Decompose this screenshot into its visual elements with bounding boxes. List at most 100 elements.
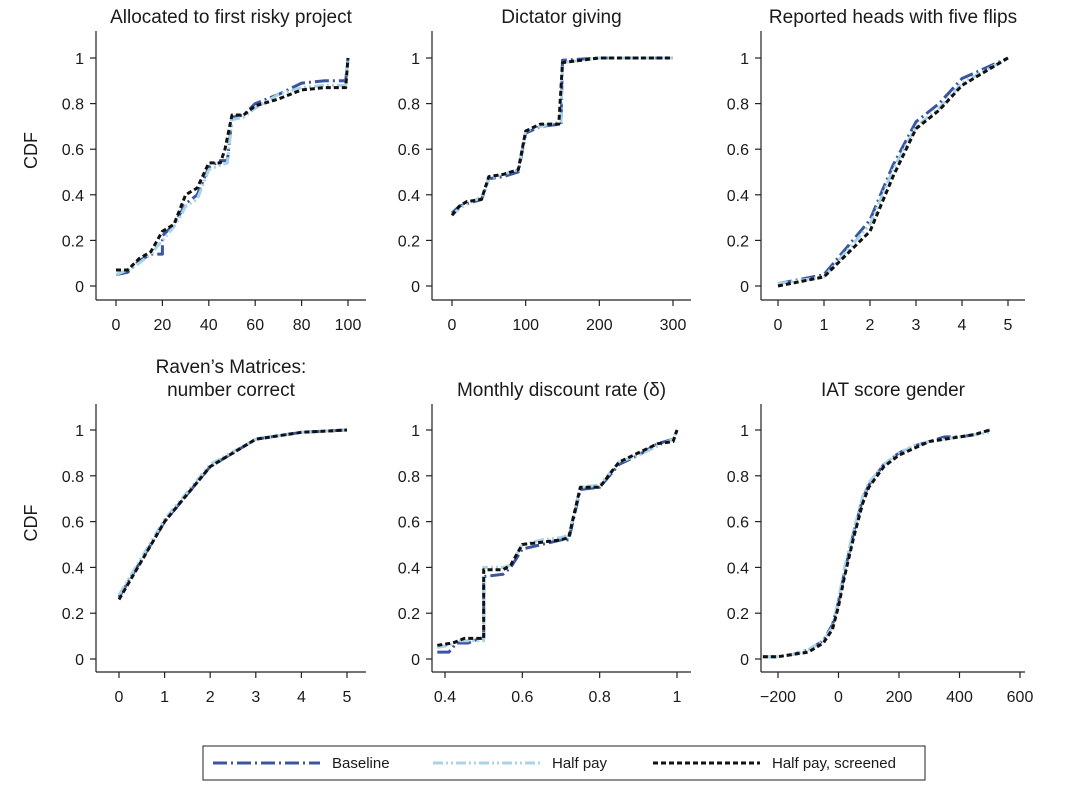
x-tick-label: 1: [160, 689, 169, 706]
x-tick-label: 3: [912, 317, 921, 334]
x-tick-label: 4: [958, 317, 967, 334]
y-tick-label: 0.4: [398, 188, 420, 205]
series-line-baseline: [762, 428, 991, 659]
x-tick-label: 300: [660, 317, 687, 334]
x-tick-label: 0.4: [434, 689, 456, 706]
series-line-half-pay-screened: [762, 428, 991, 659]
legend-item-half-pay-screened: Half pay, screened: [653, 755, 896, 772]
x-tick-label: 100: [512, 317, 539, 334]
x-tick-label: 2: [866, 317, 875, 334]
x-tick-label: 100: [335, 317, 362, 334]
x-tick-label: 1: [820, 317, 829, 334]
y-tick-label: 1: [411, 423, 420, 440]
panel-title: IAT score gender: [821, 380, 966, 401]
x-tick-label: 200: [886, 689, 913, 706]
y-tick-label: 0.4: [62, 188, 84, 205]
x-tick-label: 200: [586, 317, 613, 334]
y-tick-label: 0: [740, 279, 749, 296]
series-line-baseline: [437, 429, 679, 654]
y-tick-label: 0: [740, 652, 749, 669]
x-tick-label: 40: [200, 317, 218, 334]
x-tick-label: 5: [1004, 317, 1013, 334]
x-tick-label: 5: [343, 689, 352, 706]
y-tick-label: 1: [75, 423, 84, 440]
legend-label-baseline: Baseline: [332, 755, 390, 772]
y-tick-label: 0.2: [62, 233, 84, 250]
y-tick-label: 1: [740, 51, 749, 68]
y-tick-label: 0.4: [727, 188, 749, 205]
y-axis-label: CDF: [21, 132, 41, 169]
y-tick-label: 0.6: [398, 515, 420, 532]
panel-3: Reported heads with five flips 0 0.2 0.4 0.6…: [727, 7, 1025, 334]
series-line-baseline: [117, 428, 348, 598]
x-tick-label: 400: [946, 689, 973, 706]
x-tick-label: 1: [673, 689, 682, 706]
x-tick-label: 0: [115, 689, 124, 706]
panel-5: Monthly discount rate (δ) 0 0.2 0.4 0.6 0.8 1 0…: [398, 380, 691, 706]
x-tick-label: 0.6: [511, 689, 533, 706]
y-tick-label: 0.2: [727, 233, 749, 250]
series-line-half-pay: [762, 430, 991, 659]
x-tick-label: 0: [448, 317, 457, 334]
y-tick-label: 0: [411, 279, 420, 296]
series-line-half-pay-screened: [117, 428, 348, 601]
y-tick-label: 0.8: [727, 469, 749, 486]
y-tick-label: 0.6: [398, 142, 420, 159]
panel-title: Dictator giving: [501, 7, 621, 28]
y-tick-label: 0.6: [727, 142, 749, 159]
series-line-half-pay-screened: [116, 57, 350, 272]
series-line-half-pay: [115, 57, 350, 276]
y-tick-label: 0.4: [727, 560, 749, 577]
y-tick-label: 1: [740, 423, 749, 440]
y-tick-label: 0: [411, 652, 420, 669]
panel-2: Dictator giving 0 0.2 0.4 0.6 0.8 1 0 100 200 300: [398, 7, 691, 334]
x-tick-label: 3: [251, 689, 260, 706]
y-tick-label: 1: [411, 51, 420, 68]
x-tick-label: 4: [297, 689, 306, 706]
series-line-half-pay-screened: [450, 56, 673, 217]
y-tick-label: 0.8: [62, 469, 84, 486]
x-tick-label: −200: [760, 689, 796, 706]
legend-item-baseline: Baseline: [213, 755, 390, 772]
y-tick-label: 0.4: [62, 560, 84, 577]
panel-title: Raven’s Matrices: number correct: [156, 357, 307, 401]
y-tick-label: 0.8: [398, 97, 420, 114]
legend: Baseline Half pay Half pay, screened: [202, 745, 926, 781]
series-line-half-pay-screened: [437, 429, 679, 647]
y-tick-label: 0.2: [62, 606, 84, 623]
panel-4: Raven’s Matrices: number correct CDF 0 0.2 0.…: [21, 357, 366, 706]
panel-1: Allocated to first risky project CDF 0 0.2 0…: [21, 7, 366, 334]
x-tick-label: 2: [206, 689, 215, 706]
x-tick-label: 0: [112, 317, 121, 334]
y-axis-label: CDF: [21, 505, 41, 542]
x-tick-label: 0: [774, 317, 783, 334]
x-tick-label: 60: [246, 317, 264, 334]
panel-title: Allocated to first risky project: [110, 7, 353, 28]
legend-label-half-pay-screened: Half pay, screened: [772, 755, 896, 772]
panel-6: IAT score gender 0 0.2 0.4 0.6 0.8 1 −200 0 200 40…: [727, 380, 1034, 706]
series-line-half-pay: [777, 56, 1009, 286]
y-tick-label: 0.2: [398, 233, 420, 250]
y-tick-label: 0: [75, 279, 84, 296]
y-tick-label: 0.4: [398, 560, 420, 577]
panel-title: Reported heads with five flips: [769, 7, 1017, 28]
series-line-baseline: [115, 57, 350, 277]
y-tick-label: 0.2: [398, 606, 420, 623]
y-tick-label: 0.6: [62, 515, 84, 532]
series-line-half-pay-screened: [777, 56, 1009, 288]
legend-box: [202, 745, 926, 781]
y-tick-label: 1: [75, 51, 84, 68]
chart-panels: Allocated to first risky project CDF 0 0.2 0…: [21, 7, 1033, 706]
legend-label-half-pay: Half pay: [552, 755, 608, 772]
y-tick-label: 0.8: [727, 97, 749, 114]
y-tick-label: 0.8: [398, 469, 420, 486]
y-tick-label: 0.8: [62, 97, 84, 114]
series-line-baseline: [450, 56, 673, 215]
x-tick-label: 600: [1007, 689, 1034, 706]
series-line-baseline: [777, 56, 1009, 286]
y-tick-label: 0: [75, 652, 84, 669]
y-tick-label: 0.6: [727, 515, 749, 532]
y-tick-label: 0.2: [727, 606, 749, 623]
x-tick-label: 20: [154, 317, 172, 334]
